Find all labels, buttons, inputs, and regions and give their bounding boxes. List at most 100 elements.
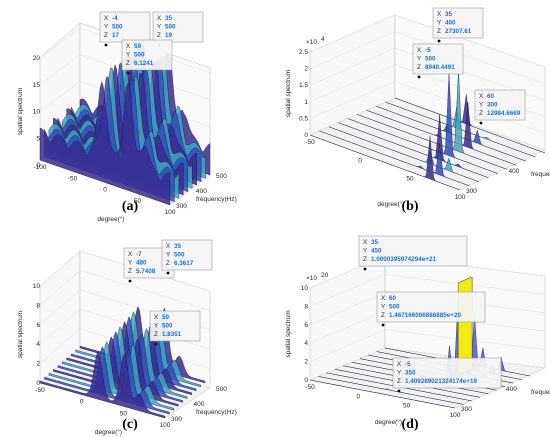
datatip-key: Y: [128, 260, 133, 267]
datatip[interactable]: X 60Y 500 Z 1.467166006886885e+20: [376, 291, 486, 327]
f-tick-label: 300: [171, 416, 182, 423]
x-axis-label: degree(°): [95, 428, 122, 436]
datatip-value-z: 5.7408: [136, 268, 156, 275]
datatip-value-x: 60: [487, 93, 495, 100]
datatip-key: Z: [104, 32, 108, 39]
grid-line: [39, 289, 81, 325]
datatip-marker: [437, 39, 441, 43]
datatip-value-x: -4: [112, 15, 118, 22]
datatip-key: Y: [479, 102, 484, 109]
datatip-key: Z: [479, 110, 483, 117]
grid-line: [309, 347, 386, 381]
grid-line: [79, 270, 211, 311]
z-tick-label: 6: [304, 322, 308, 329]
datatip-value-y: 500: [112, 24, 123, 31]
z-axis-label: spatial spectrum: [285, 70, 292, 117]
datatip-key: X: [479, 93, 484, 100]
surface-strip: [39, 351, 166, 419]
datatip-key: Z: [437, 28, 441, 35]
datatip[interactable]: X -5Y 500 Z 8940.4491: [412, 43, 464, 79]
grid-line: [309, 31, 396, 69]
grid-line: [39, 347, 81, 384]
x-axis-label: degree(°): [97, 215, 124, 223]
surface-strip: [366, 102, 517, 166]
datatip-value-z: 1.409289021324174e+19: [405, 378, 477, 385]
surface-strip: [309, 379, 456, 409]
grid-line: [39, 27, 81, 59]
z-axis-label: spatial spectrum: [17, 311, 24, 358]
x-tick-label: 0: [357, 393, 361, 400]
datatip-marker: [479, 121, 483, 125]
datatip[interactable]: X 60Y 300 Z 12984.6669: [474, 89, 526, 125]
datatip[interactable]: X 35Y 450 Z 1.0000395974294e+21: [358, 235, 468, 271]
x-tick-label: -50: [305, 384, 315, 391]
datatip[interactable]: X 35Y 500 Z 19: [152, 11, 204, 47]
datatip-box: [432, 7, 484, 39]
datatip-key: Y: [166, 252, 171, 259]
z-tick-label: 5: [36, 135, 40, 142]
z-tick-label: 15: [33, 82, 41, 89]
datatip[interactable]: X -5Y 350 Z 1.409289021324174e+19: [392, 357, 502, 393]
datatip-key: X: [363, 239, 368, 246]
datatip-value-y: 500: [165, 24, 176, 31]
x-axis-label: degree(°): [375, 418, 402, 426]
datatip-value-z: 6.1241: [134, 60, 154, 67]
datatip-value-x: -5: [405, 361, 411, 368]
datatip-key: Y: [363, 248, 368, 255]
surface-strip: [347, 72, 498, 174]
z-tick-label: 4: [36, 341, 40, 348]
surface-strip: [309, 134, 461, 191]
datatip[interactable]: X 35Y 400 Z 27307.61: [432, 7, 484, 43]
z-tick-label: 0: [304, 377, 308, 384]
datatip[interactable]: X 59Y 500 Z 6.1241: [121, 39, 173, 75]
datatip-box: [161, 239, 213, 271]
datatip-key: X: [437, 11, 442, 18]
z-tick-label: 1.5: [299, 82, 308, 89]
datatip[interactable]: X 35Y 500 Z 6.3617: [161, 239, 213, 275]
datatip-key: X: [397, 361, 402, 368]
x-tick-label: 100: [165, 209, 176, 216]
grid-line: [309, 329, 386, 362]
grid-line: [394, 31, 546, 84]
datatip-value-z: 8940.4491: [425, 64, 455, 71]
datatip-marker: [166, 271, 170, 275]
datatip-value-x: 35: [165, 15, 173, 22]
datatip-key: Z: [417, 64, 421, 71]
datatip-key: Z: [154, 331, 158, 338]
datatip-key: X: [128, 251, 133, 258]
datatip-value-y: 500: [134, 52, 145, 59]
datatip-value-y: 450: [371, 248, 382, 255]
datatip-key: X: [126, 43, 131, 50]
spectrum-surface: [309, 68, 546, 191]
grid-line: [309, 64, 396, 103]
z-tick-label: 0: [36, 380, 40, 387]
spectrum-surface: [39, 43, 211, 206]
datatip-value-z: 1.467166006886885e+20: [389, 312, 461, 319]
datatip-value-y: 500: [162, 323, 173, 330]
x-tick-label: 50: [403, 403, 411, 410]
datatip-key: Y: [417, 56, 422, 63]
surface-strip: [385, 101, 536, 158]
f-tick-label: 300: [176, 203, 187, 210]
datatip-value-y: 500: [174, 252, 185, 259]
datatip-value-z: 1.8351: [162, 331, 182, 338]
datatip-key: Z: [126, 60, 130, 67]
datatip-box: [474, 89, 526, 121]
f-axis-label: frequency(Hz): [531, 389, 550, 396]
surface-strip: [318, 376, 464, 405]
grid-line: [79, 308, 211, 350]
z-scale-exponent: 4: [321, 36, 325, 43]
x-tick-label: 50: [134, 198, 142, 205]
z-tick-label: 10: [33, 283, 41, 290]
datatip-value-x: -5: [425, 47, 431, 54]
f-tick-label: 300: [466, 188, 477, 195]
surface-strip: [357, 68, 508, 170]
datatip-marker: [104, 43, 108, 47]
spectrum-surface: [39, 306, 206, 419]
datatip[interactable]: X 59Y 500 Z 1.8351: [149, 310, 201, 346]
datatip-key: Y: [104, 24, 109, 31]
datatip-value-z: 6.3617: [174, 260, 194, 267]
datatip-key: X: [104, 15, 109, 22]
x-tick-label: 0: [103, 187, 107, 194]
